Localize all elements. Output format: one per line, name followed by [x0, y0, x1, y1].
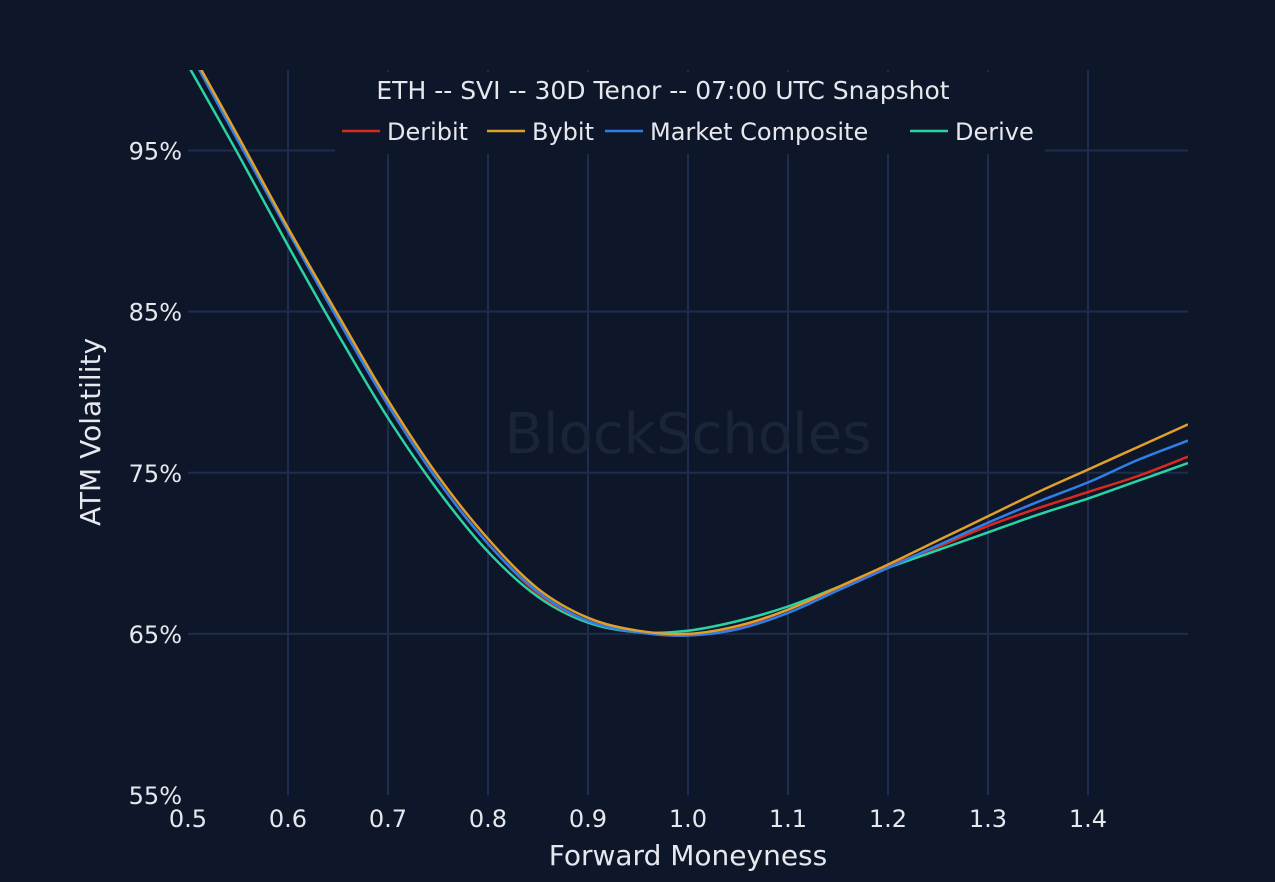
- x-tick-label: 0.9: [569, 805, 607, 833]
- y-tick-label: 85%: [129, 299, 182, 327]
- y-axis-label: ATM Volatility: [74, 338, 107, 526]
- y-axis-ticks: 55% 65% 75% 85% 95%: [129, 138, 182, 810]
- x-tick-label: 1.1: [769, 805, 807, 833]
- series-layer: [189, 70, 1188, 637]
- x-axis-label: Forward Moneyness: [549, 839, 827, 872]
- x-tick-label: 1.4: [1069, 805, 1107, 833]
- x-tick-label: 1.2: [869, 805, 907, 833]
- legend-label-deribit: Deribit: [387, 118, 468, 146]
- x-tick-label: 0.8: [469, 805, 507, 833]
- watermark: BlockScholes: [505, 402, 872, 467]
- legend-label-bybit: Bybit: [532, 118, 594, 146]
- chart-title: ETH -- SVI -- 30D Tenor -- 07:00 UTC Sna…: [376, 76, 949, 105]
- x-tick-label: 0.6: [269, 805, 307, 833]
- series-line-market-composite: [197, 70, 1188, 637]
- y-tick-label: 55%: [129, 782, 182, 810]
- legend-background: [335, 72, 1045, 154]
- legend-label-market-composite: Market Composite: [650, 118, 868, 146]
- legend-label-derive: Derive: [955, 118, 1034, 146]
- x-tick-label: 1.3: [969, 805, 1007, 833]
- y-tick-label: 95%: [129, 138, 182, 166]
- x-tick-label: 0.5: [169, 805, 207, 833]
- series-line-bybit: [199, 70, 1188, 636]
- x-tick-label: 1.0: [669, 805, 707, 833]
- legend: Deribit Bybit Market Composite Derive: [342, 118, 1034, 146]
- y-tick-label: 75%: [129, 460, 182, 488]
- x-axis-ticks: 0.5 0.6 0.7 0.8 0.9 1.0 1.1 1.2 1.3 1.4: [169, 805, 1107, 833]
- x-tick-label: 0.7: [369, 805, 407, 833]
- y-tick-label: 65%: [129, 621, 182, 649]
